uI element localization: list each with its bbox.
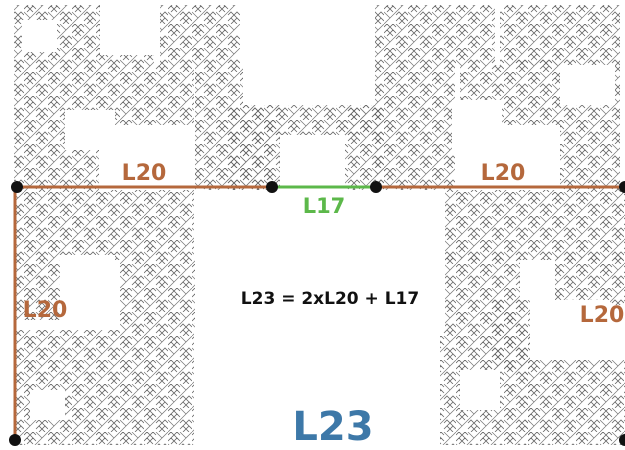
fractal-voids xyxy=(22,5,615,450)
vertex-dot-bottom-left xyxy=(9,434,21,446)
label-middle-l17: L17 xyxy=(303,194,346,218)
fractal-texture xyxy=(14,5,625,445)
vertex-dot-top-right xyxy=(619,181,625,193)
vertex-dot-top-left xyxy=(11,181,23,193)
label-top-left-l20: L20 xyxy=(122,161,167,186)
vertex-dot-middle-left xyxy=(266,181,278,193)
label-top-right-l20: L20 xyxy=(481,161,526,186)
vertex-dot-middle-right xyxy=(370,181,382,193)
big-title-l23: L23 xyxy=(292,404,373,450)
label-right-vertical-l20: L20 xyxy=(580,303,625,328)
equation-label: L23 = 2xL20 + L17 xyxy=(241,289,419,309)
vertex-dot-bottom-right xyxy=(619,434,625,446)
label-left-vertical-l20: L20 xyxy=(23,298,68,323)
